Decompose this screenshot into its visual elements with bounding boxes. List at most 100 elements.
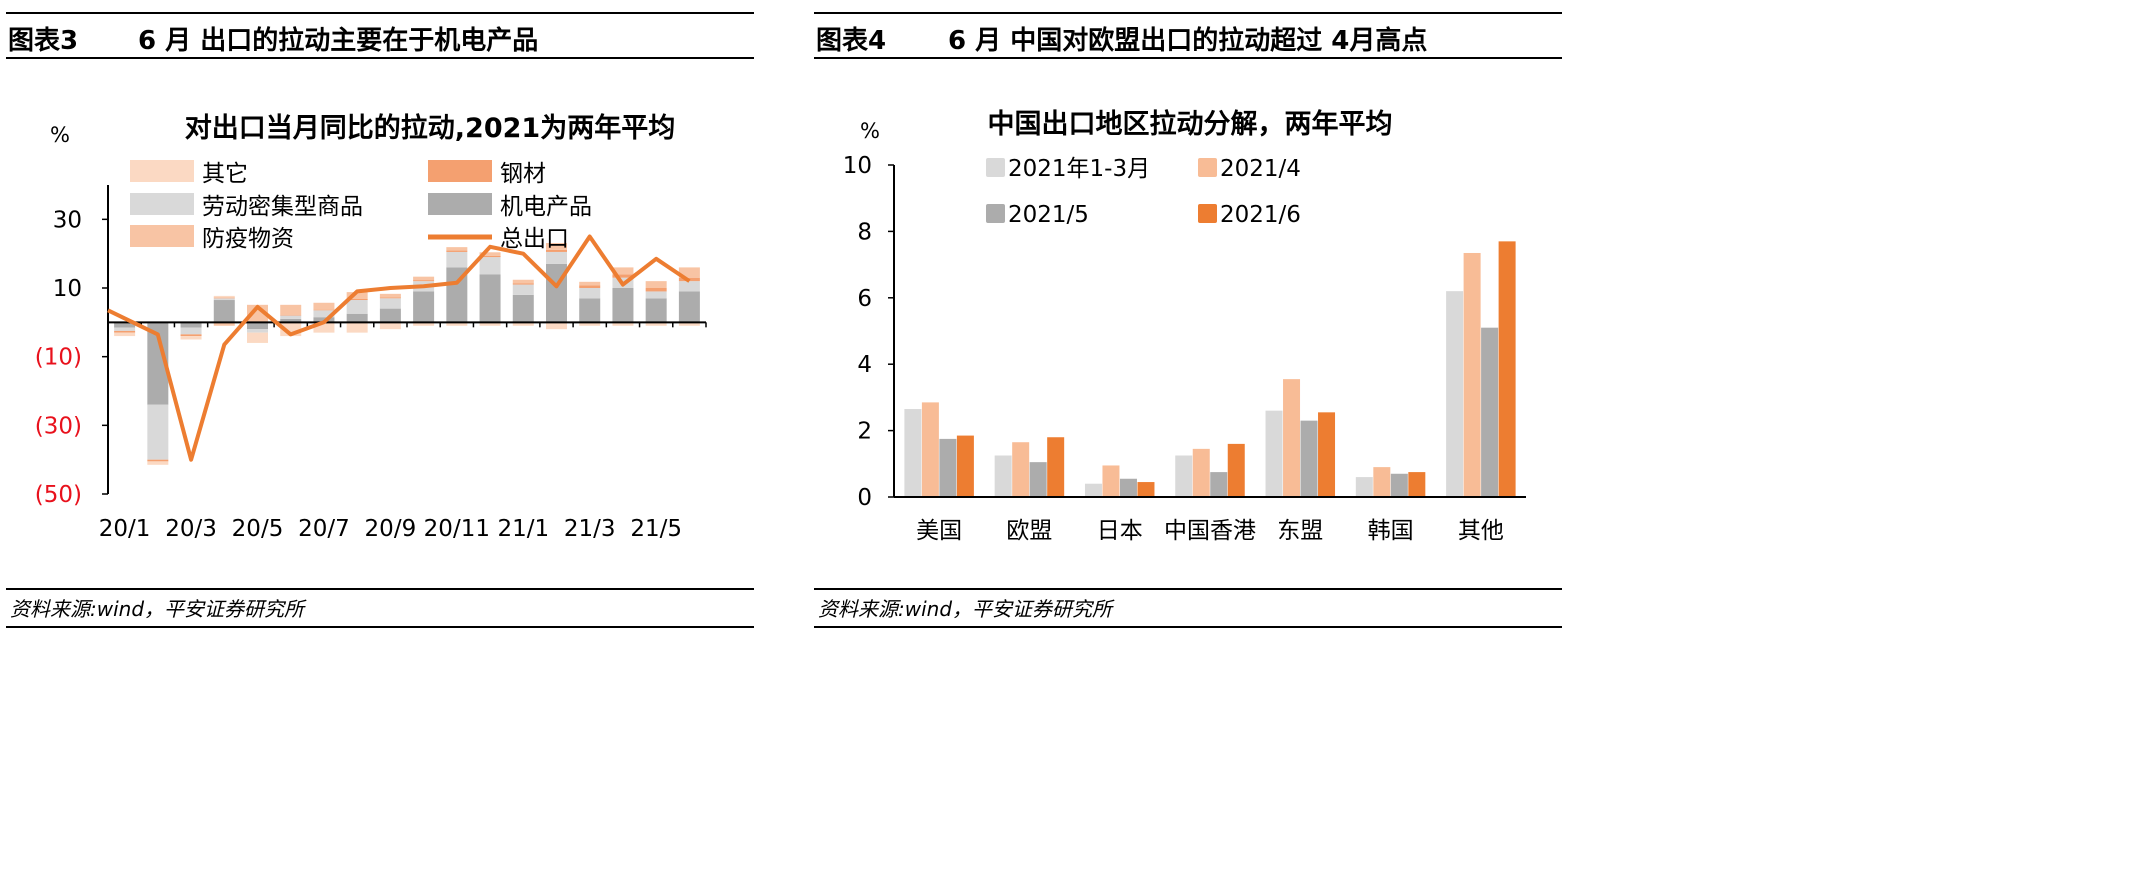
- y-axis-unit: %: [50, 123, 70, 147]
- source-note: 资料来源:wind，平安证券研究所: [818, 597, 1113, 621]
- chart-title: 中国出口地区拉动分解，两年平均: [988, 108, 1393, 140]
- bar-2021-q1-other: [1446, 291, 1464, 497]
- bar-other: [147, 461, 169, 465]
- bar-medical-supplies: [379, 293, 401, 298]
- bar-2021-4-hong-kong: [1192, 448, 1210, 497]
- bar-medical-supplies: [678, 267, 700, 278]
- bar-electromech: [612, 288, 634, 323]
- bar-electromech: [247, 322, 268, 330]
- bar-2021-6-other: [1498, 241, 1516, 497]
- legend-label-2021-4: 2021/4: [1220, 156, 1301, 182]
- bar-2021-q1-japan: [1084, 483, 1102, 497]
- bar-steel: [479, 255, 501, 258]
- export-contribution-chart: 对出口当月同比的拉动,2021为两年平均% 30 10 (10) (30) (50) 20/…: [35, 112, 707, 542]
- bar-other: [479, 322, 501, 326]
- x-tick-label-asean: 东盟: [1277, 518, 1323, 544]
- bar-other: [413, 322, 435, 326]
- x-tick-label-20-5: 20/5: [232, 516, 284, 542]
- y-tick-label-6: 6: [857, 286, 872, 312]
- y-tick-label-10: 10: [53, 276, 82, 302]
- bar-labor-intensive: [512, 284, 534, 295]
- footer-rule: [6, 626, 754, 628]
- right-figure: 图表4 6 月 中国对欧盟出口的拉动超过 4月高点 中国出口地区拉动分解，两年平…: [808, 0, 1568, 637]
- bar-2021-6-eu: [1047, 437, 1065, 497]
- bar-2021-q1-asean: [1265, 410, 1283, 497]
- bar-other: [114, 332, 136, 337]
- x-tick-label-us: 美国: [916, 518, 962, 544]
- bar-2021-q1-hong-kong: [1175, 455, 1193, 497]
- y-tick-label-10: (10): [35, 345, 82, 371]
- footer-rule: [814, 626, 1562, 628]
- bar-other: [546, 322, 567, 330]
- bar-medical-supplies: [346, 292, 368, 299]
- bar-steel: [213, 297, 235, 299]
- legend-swatch-labor-intensive: [130, 193, 194, 215]
- y-tick-label-0: 0: [857, 485, 872, 511]
- bar-electromech: [479, 274, 501, 323]
- bar-2021-6-asean: [1318, 412, 1336, 497]
- bar-labor-intensive: [645, 291, 667, 299]
- bar-labor-intensive: [180, 327, 202, 335]
- bar-2021-6-korea: [1408, 472, 1426, 497]
- bar-electromech: [379, 308, 401, 323]
- bar-electromech: [413, 291, 435, 323]
- footer-rule: [814, 588, 1562, 590]
- footer-rule: [6, 588, 754, 590]
- bar-other: [379, 322, 401, 330]
- x-tick-label-korea: 韩国: [1368, 518, 1414, 544]
- legend-label-steel: 钢材: [500, 161, 546, 187]
- x-tick-label-21-3: 21/3: [564, 516, 616, 542]
- legend-label-total-exports: 总出口: [500, 226, 569, 252]
- bar-medical-supplies: [479, 252, 501, 256]
- legend-label-electromech: 机电产品: [500, 194, 592, 220]
- bar-2021-5-japan: [1119, 478, 1137, 497]
- bar-electromech: [446, 267, 468, 323]
- bar-labor-intensive: [346, 300, 368, 314]
- bar-electromech: [678, 291, 700, 323]
- bar-electromech: [280, 318, 302, 323]
- bar-labor-intensive: [247, 329, 268, 333]
- bar-electromech: [346, 313, 368, 323]
- bar-other: [313, 322, 335, 333]
- bar-steel: [379, 297, 401, 299]
- bar-steel: [147, 459, 169, 462]
- bar-other: [512, 322, 534, 326]
- bar-labor-intensive: [313, 310, 335, 318]
- x-tick-label-20-9: 20/9: [365, 516, 417, 542]
- bar-medical-supplies: [579, 281, 601, 286]
- left-figure: 图表3 6 月 出口的拉动主要在于机电产品 对出口当月同比的拉动,2021为两年…: [0, 0, 760, 637]
- legend-swatch-2021-q1: [986, 158, 1005, 177]
- legend-swatch-2021-4: [1198, 158, 1217, 177]
- y-tick-label-8: 8: [857, 219, 872, 245]
- bar-steel: [579, 285, 601, 288]
- bar-steel: [114, 330, 136, 333]
- x-tick-label-20-3: 20/3: [165, 516, 217, 542]
- bar-other: [346, 322, 368, 333]
- bar-other: [678, 322, 700, 326]
- bar-medical-supplies: [446, 247, 468, 251]
- bar-2021-6-japan: [1137, 482, 1155, 497]
- bar-2021-4-us: [921, 402, 939, 497]
- bar-other: [446, 322, 468, 326]
- bar-other: [180, 336, 202, 340]
- bar-electromech: [114, 322, 136, 328]
- bar-electromech: [579, 298, 601, 323]
- bar-electromech: [213, 300, 235, 323]
- bar-2021-4-korea: [1373, 467, 1391, 497]
- figure-label: 图表3: [8, 26, 79, 56]
- line-total-exports: [107, 234, 691, 462]
- bar-2021-4-asean: [1283, 379, 1301, 497]
- bar-other: [579, 322, 601, 326]
- bar-2021-4-japan: [1102, 465, 1120, 497]
- bar-2021-6-hong-kong: [1227, 443, 1245, 497]
- legend-label-2021-5: 2021/5: [1008, 202, 1089, 228]
- bar-other: [612, 322, 634, 326]
- bar-2021-q1-korea: [1355, 477, 1373, 497]
- bar-2021-4-other: [1463, 252, 1481, 497]
- bar-electromech: [180, 322, 202, 328]
- y-tick-label-30: 30: [53, 207, 82, 233]
- y-tick-label-30: (30): [35, 413, 82, 439]
- bar-steel: [413, 280, 435, 282]
- bar-steel: [645, 288, 667, 292]
- legend-swatch-medical-supplies: [130, 225, 194, 247]
